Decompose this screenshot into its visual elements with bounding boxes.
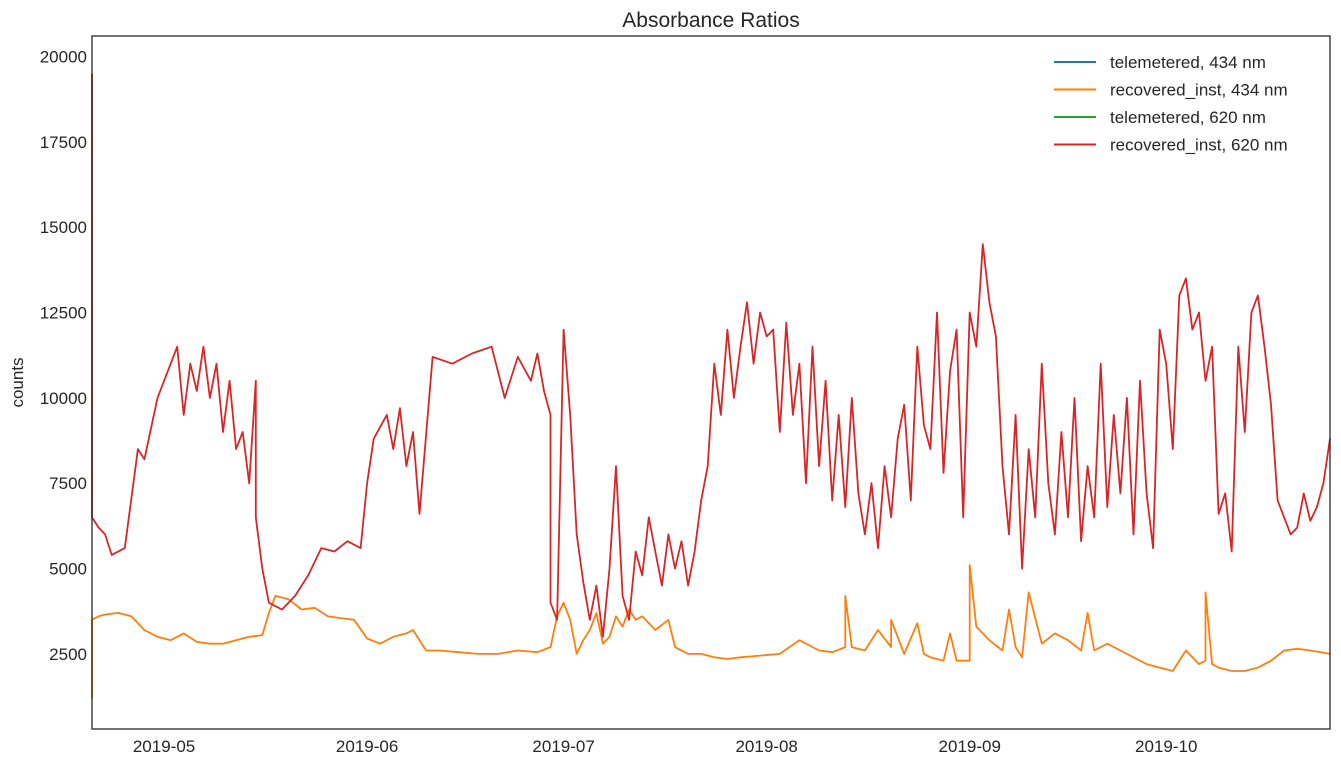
series-line-4 — [91, 73, 1331, 638]
y-axis-label: counts — [8, 357, 27, 407]
series-layer — [91, 73, 1331, 699]
x-tick-label: 2019-08 — [735, 737, 797, 756]
x-axis-ticks: 2019-05 2019-06 2019-07 2019-08 2019-09 2019-… — [133, 737, 1198, 756]
legend-label: telemetered, 434 nm — [1110, 53, 1266, 72]
y-tick-label: 2500 — [49, 645, 87, 664]
x-tick-label: 2019-09 — [939, 737, 1001, 756]
x-tick-label: 2019-05 — [133, 737, 195, 756]
series-line-2 — [91, 564, 1331, 699]
y-tick-label: 17500 — [40, 133, 87, 152]
x-tick-label: 2019-10 — [1135, 737, 1197, 756]
legend: telemetered, 434 nm recovered_inst, 434 n… — [1054, 53, 1288, 155]
x-tick-label: 2019-07 — [532, 737, 594, 756]
y-tick-label: 15000 — [40, 218, 87, 237]
x-tick-label: 2019-06 — [336, 737, 398, 756]
legend-label: recovered_inst, 620 nm — [1110, 136, 1288, 155]
y-tick-label: 12500 — [40, 304, 87, 323]
y-tick-label: 10000 — [40, 389, 87, 408]
y-tick-label: 7500 — [49, 474, 87, 493]
chart-title: Absorbance Ratios — [622, 9, 799, 32]
y-tick-label: 5000 — [49, 560, 87, 579]
legend-label: recovered_inst, 434 nm — [1110, 81, 1288, 100]
legend-label: telemetered, 620 nm — [1110, 108, 1266, 127]
plot-frame — [91, 35, 1331, 730]
y-axis-ticks: 2500 5000 7500 10000 12500 15000 17500 20000 — [40, 47, 87, 663]
y-tick-label: 20000 — [40, 47, 87, 66]
